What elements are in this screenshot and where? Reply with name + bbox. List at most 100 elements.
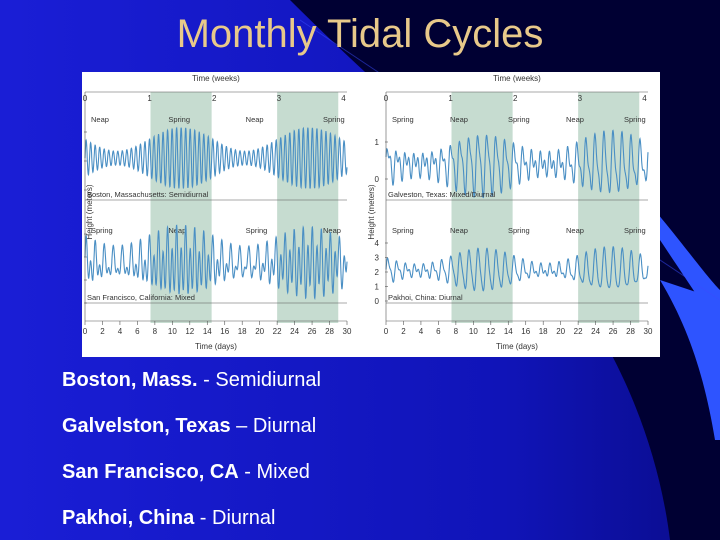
x-tick-label: 30 — [644, 327, 653, 336]
bullet-san-francisco: San Francisco, CA - Mixed — [62, 458, 622, 504]
panel-caption: Boston, Massachusetts: Semidiurnal — [87, 190, 209, 199]
tidal-charts-svg: Time (weeks)01234Height (meters)210NeapS… — [82, 74, 653, 351]
x-tick-label: 20 — [556, 327, 565, 336]
accent-swoosh — [600, 150, 720, 330]
week-tick-label: 3 — [578, 94, 583, 103]
tide-series-line — [84, 224, 348, 301]
y-tick-label: 2 — [82, 230, 83, 239]
y-tick-label: 1 — [82, 157, 83, 166]
x-tick-label: 0 — [83, 327, 88, 336]
tide-series-line — [385, 246, 649, 292]
x-tick-label: 2 — [401, 327, 406, 336]
phase-label: Spring — [392, 226, 414, 235]
y-tick-label: 4 — [375, 239, 380, 248]
y-tick-label: 0 — [82, 276, 83, 285]
x-tick-label: 16 — [220, 327, 229, 336]
phase-label: Spring — [246, 226, 268, 235]
x-tick-label: 20 — [255, 327, 264, 336]
x-tick-label: 22 — [574, 327, 583, 336]
panel-caption: Pakhoi, China: Diurnal — [388, 293, 463, 302]
bullet-place: Galvelston, Texas — [62, 415, 231, 437]
bullet-type: - Diurnal — [194, 507, 276, 529]
y-axis-label: Height (meters) — [85, 184, 94, 239]
x-tick-label: 28 — [626, 327, 635, 336]
x-tick-label: 12 — [185, 327, 194, 336]
phase-label: Spring — [168, 115, 190, 124]
y-tick-label: 3 — [375, 254, 380, 263]
phase-label: Spring — [624, 115, 646, 124]
y-tick-label: 1 — [375, 283, 380, 292]
y-axis-label: Height (meters) — [367, 184, 376, 239]
bullet-type: - Semidiurnal — [197, 369, 321, 391]
bullet-list: Boston, Mass. - Semidiurnal Galvelston, … — [62, 366, 622, 550]
x-tick-label: 26 — [308, 327, 317, 336]
week-tick-label: 3 — [277, 94, 282, 103]
phase-label: Neap — [450, 115, 468, 124]
x-tick-label: 12 — [486, 327, 495, 336]
bullet-type: - Mixed — [238, 461, 310, 483]
y-tick-label: −1 — [82, 299, 83, 308]
x-tick-label: 8 — [454, 327, 459, 336]
y-tick-label: 2 — [82, 128, 83, 137]
phase-label: Neap — [323, 226, 341, 235]
bullet-place: Pakhoi, China — [62, 507, 195, 529]
phase-label: Neap — [450, 226, 468, 235]
phase-label: Neap — [246, 115, 264, 124]
x-tick-label: 16 — [521, 327, 530, 336]
accent-swoosh-2 — [660, 280, 720, 440]
top-axis-label: Time (weeks) — [493, 74, 541, 83]
panel-caption: Galveston, Texas: Mixed/Diurnal — [388, 190, 496, 199]
phase-label: Spring — [392, 115, 414, 124]
y-tick-label: 0 — [375, 175, 380, 184]
x-tick-label: 24 — [591, 327, 600, 336]
x-tick-label: 28 — [325, 327, 334, 336]
y-tick-label: 0 — [82, 186, 83, 195]
bullet-place: San Francisco, CA — [62, 461, 239, 483]
bullet-pakhoi: Pakhoi, China - Diurnal — [62, 504, 622, 550]
x-tick-label: 2 — [100, 327, 105, 336]
x-tick-label: 26 — [609, 327, 618, 336]
x-tick-label: 4 — [118, 327, 123, 336]
phase-label: Neap — [566, 115, 584, 124]
phase-label: Spring — [508, 115, 530, 124]
x-tick-label: 6 — [436, 327, 441, 336]
phase-label: Spring — [508, 226, 530, 235]
week-tick-label: 4 — [642, 94, 647, 103]
tide-series-line — [385, 129, 649, 199]
y-tick-label: 1 — [82, 253, 83, 262]
phase-label: Spring — [91, 226, 113, 235]
bullet-boston: Boston, Mass. - Semidiurnal — [62, 366, 622, 412]
spring-band — [277, 92, 339, 323]
y-tick-label: 2 — [375, 268, 380, 277]
top-axis-label: Time (weeks) — [192, 74, 240, 83]
week-tick-label: 1 — [448, 94, 453, 103]
x-tick-label: 24 — [290, 327, 299, 336]
bullet-place: Boston, Mass. — [62, 369, 198, 391]
spring-band — [150, 92, 212, 323]
x-tick-label: 10 — [469, 327, 478, 336]
slide-title: Monthly Tidal Cycles — [176, 12, 544, 56]
phase-label: Spring — [323, 115, 345, 124]
week-tick-label: 2 — [513, 94, 518, 103]
x-axis-label: Time (days) — [195, 342, 237, 351]
phase-label: Neap — [566, 226, 584, 235]
tidal-figure: Time (weeks)01234Height (meters)210NeapS… — [82, 72, 660, 357]
x-tick-label: 10 — [168, 327, 177, 336]
x-tick-label: 0 — [384, 327, 389, 336]
week-tick-label: 1 — [147, 94, 152, 103]
x-tick-label: 4 — [419, 327, 424, 336]
x-tick-label: 18 — [238, 327, 247, 336]
x-tick-label: 6 — [135, 327, 140, 336]
bullet-type: – Diurnal — [230, 415, 317, 437]
phase-label: Spring — [624, 226, 646, 235]
spring-band — [578, 92, 640, 323]
bullet-galveston: Galvelston, Texas – Diurnal — [62, 412, 622, 458]
x-tick-label: 18 — [539, 327, 548, 336]
x-tick-label: 14 — [504, 327, 513, 336]
phase-label: Neap — [91, 115, 109, 124]
x-axis-label: Time (days) — [496, 342, 538, 351]
week-tick-label: 4 — [341, 94, 346, 103]
x-tick-label: 22 — [273, 327, 282, 336]
tide-series-line — [84, 126, 348, 190]
week-tick-label: 2 — [212, 94, 217, 103]
